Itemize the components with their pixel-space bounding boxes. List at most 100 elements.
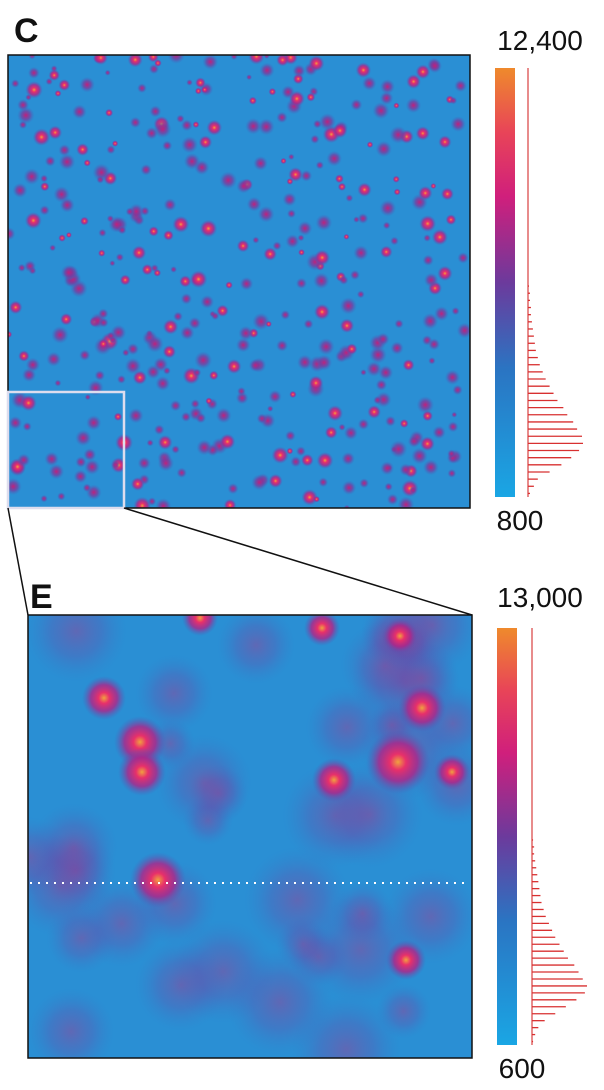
spot xyxy=(92,163,111,182)
spot xyxy=(369,346,387,364)
spot xyxy=(308,55,325,72)
spot xyxy=(297,220,313,236)
spot xyxy=(288,90,305,107)
spot xyxy=(313,272,330,290)
spot xyxy=(230,55,238,61)
spot xyxy=(332,123,348,139)
spot xyxy=(399,419,409,429)
colorbar-max-label: 13,000 xyxy=(497,582,583,613)
spot xyxy=(236,178,251,194)
spot xyxy=(180,136,199,154)
spot xyxy=(94,370,106,381)
spot xyxy=(22,421,32,432)
spot xyxy=(268,473,283,489)
spot xyxy=(154,59,162,67)
spot xyxy=(447,449,456,459)
spot xyxy=(259,62,275,78)
spot xyxy=(29,803,118,892)
spot xyxy=(339,318,355,333)
spot xyxy=(407,434,421,448)
spot xyxy=(65,231,72,238)
panel-label: E xyxy=(30,578,53,616)
spot xyxy=(366,730,430,794)
spot xyxy=(359,478,370,489)
spot xyxy=(141,263,154,276)
spot xyxy=(111,460,120,469)
spot xyxy=(157,435,173,450)
spot xyxy=(195,77,206,89)
spot xyxy=(82,676,126,720)
spot xyxy=(457,252,469,264)
spot xyxy=(246,74,253,81)
spot xyxy=(440,187,454,201)
spot xyxy=(416,396,435,414)
spot xyxy=(155,498,172,508)
spot xyxy=(200,294,215,309)
spot xyxy=(162,345,177,359)
spot xyxy=(386,940,426,980)
spot xyxy=(390,236,399,246)
spot xyxy=(330,881,394,945)
spot xyxy=(208,370,219,381)
spot xyxy=(373,395,382,405)
spot xyxy=(25,94,32,101)
spot xyxy=(343,425,358,440)
spot xyxy=(398,684,446,732)
spot xyxy=(438,135,452,149)
spot xyxy=(135,654,213,733)
spot xyxy=(409,486,417,495)
spot xyxy=(137,456,151,470)
spot xyxy=(423,272,439,288)
spot xyxy=(430,183,437,190)
spot xyxy=(422,254,434,266)
spot xyxy=(98,249,106,257)
spot xyxy=(315,160,325,170)
spot xyxy=(382,618,418,654)
spot xyxy=(306,92,316,102)
spot xyxy=(385,415,396,427)
spot xyxy=(449,96,458,105)
spot xyxy=(194,351,213,370)
spot xyxy=(225,281,233,289)
spot xyxy=(317,338,335,356)
spot xyxy=(338,275,349,285)
spot xyxy=(146,364,161,380)
spot xyxy=(434,754,470,790)
spot xyxy=(318,113,337,131)
spot xyxy=(192,121,200,129)
spot xyxy=(393,188,401,196)
spot xyxy=(24,260,36,273)
spot xyxy=(79,76,95,93)
spot xyxy=(450,116,467,132)
spot xyxy=(118,748,166,796)
spot xyxy=(248,358,262,372)
spot xyxy=(211,311,220,321)
spot xyxy=(162,140,173,151)
spot xyxy=(406,74,421,89)
spot xyxy=(324,426,338,439)
spot xyxy=(379,91,394,105)
spot xyxy=(199,219,218,238)
spot xyxy=(18,350,30,362)
spot xyxy=(119,274,131,286)
spot xyxy=(263,55,270,60)
spot xyxy=(379,199,397,217)
spot xyxy=(379,79,395,95)
spot xyxy=(345,194,354,203)
spot xyxy=(420,436,435,452)
spot xyxy=(201,85,209,94)
spot xyxy=(251,474,268,491)
spot xyxy=(153,120,172,139)
spot xyxy=(113,412,123,421)
spot xyxy=(248,96,257,105)
spot xyxy=(21,367,37,383)
spot xyxy=(315,214,333,231)
spot xyxy=(244,846,351,953)
spot xyxy=(402,359,415,371)
spot xyxy=(110,324,127,341)
spot xyxy=(17,106,35,125)
spot xyxy=(98,317,109,328)
spot xyxy=(25,81,43,99)
spot xyxy=(366,361,382,377)
